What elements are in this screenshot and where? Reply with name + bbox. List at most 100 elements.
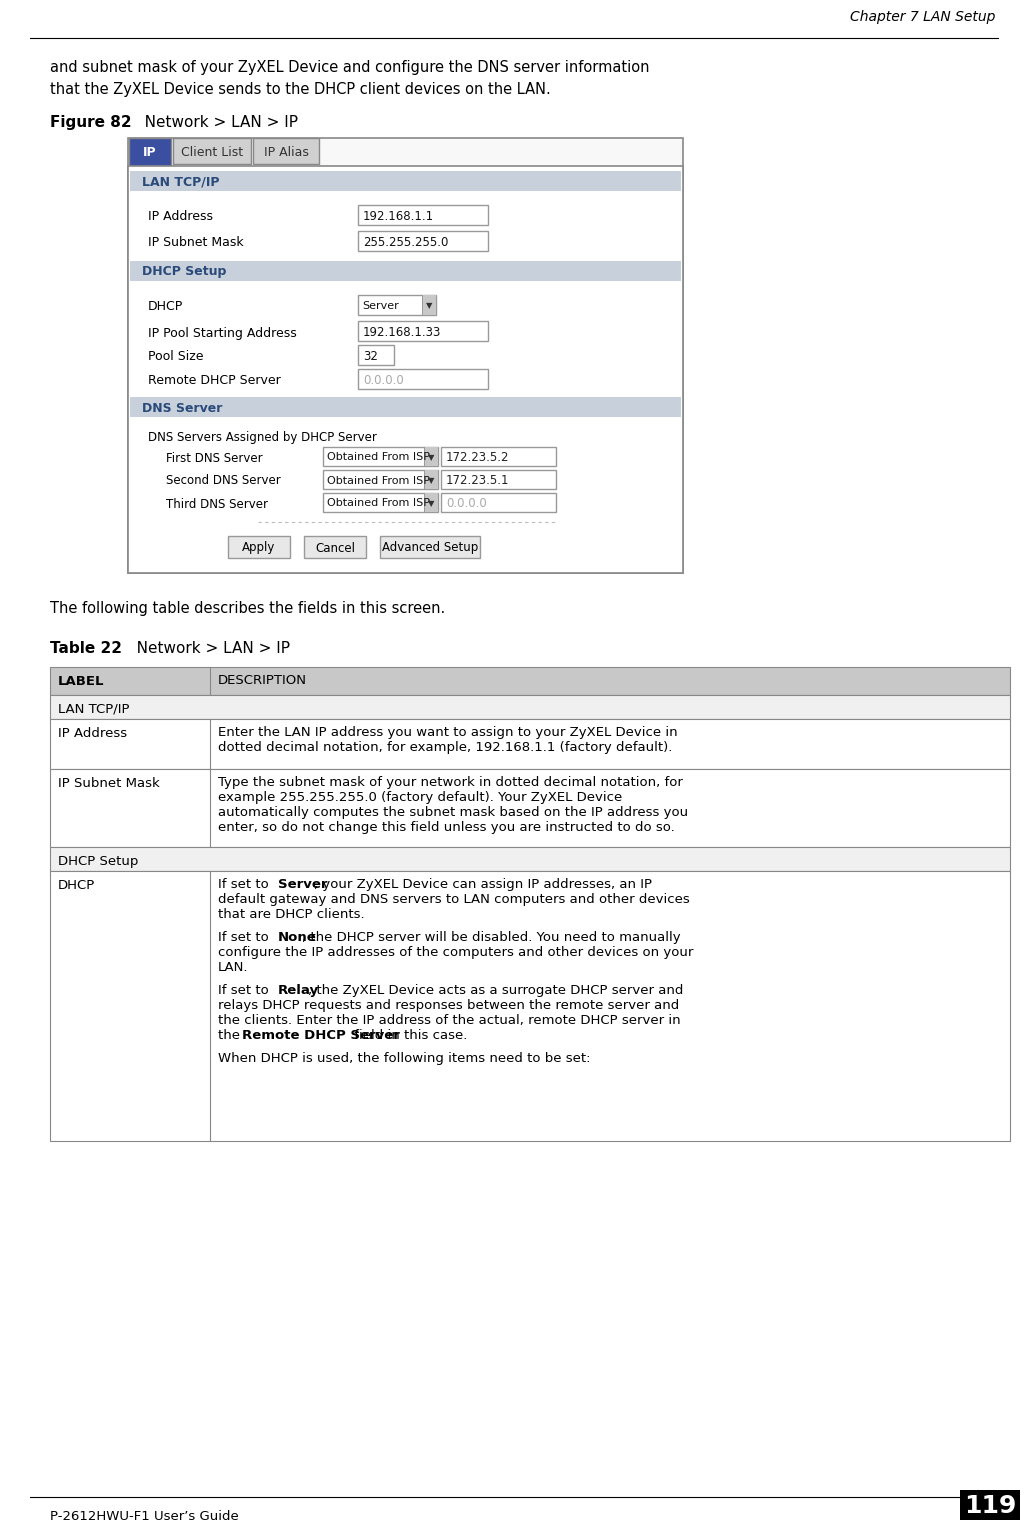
Text: IP Subnet Mask: IP Subnet Mask: [58, 777, 159, 789]
Text: the: the: [218, 1029, 245, 1042]
Text: LAN.: LAN.: [218, 962, 249, 974]
Text: ▼: ▼: [428, 475, 434, 485]
Text: IP Pool Starting Address: IP Pool Starting Address: [148, 326, 297, 340]
Text: IP Address: IP Address: [58, 727, 127, 741]
Bar: [304, 536, 366, 558]
Bar: [130, 396, 681, 418]
Bar: [358, 232, 488, 251]
Bar: [424, 492, 438, 512]
Text: IP Alias: IP Alias: [263, 145, 308, 158]
Text: Client List: Client List: [181, 145, 243, 158]
Bar: [228, 536, 290, 558]
Text: P-2612HWU-F1 User’s Guide: P-2612HWU-F1 User’s Guide: [50, 1510, 238, 1522]
Text: , the DHCP server will be disabled. You need to manually: , the DHCP server will be disabled. You …: [302, 931, 681, 943]
Text: Obtained From ISP: Obtained From ISP: [327, 498, 430, 509]
Text: 119: 119: [964, 1494, 1017, 1518]
Text: LAN TCP/IP: LAN TCP/IP: [142, 175, 220, 189]
Bar: [130, 171, 681, 190]
Text: If set to: If set to: [218, 878, 273, 892]
Text: If set to: If set to: [218, 931, 273, 943]
Text: Table 22: Table 22: [50, 642, 122, 655]
Bar: [423, 296, 436, 315]
Text: IP: IP: [143, 146, 157, 160]
Bar: [50, 770, 1009, 847]
Text: 0.0.0.0: 0.0.0.0: [446, 497, 486, 511]
Bar: [424, 447, 438, 466]
Bar: [253, 139, 319, 165]
Text: 192.168.1.1: 192.168.1.1: [363, 209, 434, 223]
Text: DHCP Setup: DHCP Setup: [142, 265, 226, 279]
Text: LABEL: LABEL: [58, 675, 105, 687]
Text: field in this case.: field in this case.: [350, 1029, 468, 1042]
Bar: [323, 469, 438, 489]
Text: DNS Server: DNS Server: [142, 401, 222, 415]
Text: First DNS Server: First DNS Server: [166, 451, 262, 465]
Text: Network > LAN > IP: Network > LAN > IP: [130, 114, 298, 130]
Bar: [323, 492, 438, 512]
Bar: [441, 469, 556, 489]
Bar: [50, 668, 1009, 695]
Text: 172.23.5.1: 172.23.5.1: [446, 474, 510, 488]
Bar: [128, 139, 683, 573]
Text: Network > LAN > IP: Network > LAN > IP: [122, 642, 290, 655]
Text: relays DHCP requests and responses between the remote server and: relays DHCP requests and responses betwe…: [218, 1000, 680, 1012]
Bar: [323, 447, 438, 466]
Text: that the ZyXEL Device sends to the DHCP client devices on the LAN.: that the ZyXEL Device sends to the DHCP …: [50, 82, 551, 98]
Text: If set to: If set to: [218, 985, 273, 997]
Bar: [441, 447, 556, 466]
Text: IP Subnet Mask: IP Subnet Mask: [148, 236, 244, 250]
Text: configure the IP addresses of the computers and other devices on your: configure the IP addresses of the comput…: [218, 946, 693, 959]
Bar: [358, 344, 394, 366]
Text: Type the subnet mask of your network in dotted decimal notation, for
example 255: Type the subnet mask of your network in …: [218, 776, 688, 834]
Bar: [358, 296, 436, 315]
Text: ▼: ▼: [426, 302, 432, 311]
Bar: [50, 719, 1009, 770]
Text: ▼: ▼: [428, 498, 434, 507]
Text: Cancel: Cancel: [315, 541, 355, 555]
Bar: [50, 847, 1009, 872]
Text: Chapter 7 LAN Setup: Chapter 7 LAN Setup: [849, 11, 995, 24]
Text: , the ZyXEL Device acts as a surrogate DHCP server and: , the ZyXEL Device acts as a surrogate D…: [308, 985, 684, 997]
Text: Advanced Setup: Advanced Setup: [381, 541, 478, 555]
Text: DNS Servers Assigned by DHCP Server: DNS Servers Assigned by DHCP Server: [148, 430, 377, 443]
Text: 255.255.255.0: 255.255.255.0: [363, 236, 448, 248]
Text: Server: Server: [362, 302, 399, 311]
Bar: [358, 206, 488, 226]
Bar: [424, 469, 438, 489]
Text: Second DNS Server: Second DNS Server: [166, 474, 281, 488]
Text: Pool Size: Pool Size: [148, 351, 204, 364]
Text: DHCP: DHCP: [148, 300, 183, 314]
Text: Enter the LAN IP address you want to assign to your ZyXEL Device in
dotted decim: Enter the LAN IP address you want to ass…: [218, 725, 677, 754]
Text: When DHCP is used, the following items need to be set:: When DHCP is used, the following items n…: [218, 1052, 590, 1065]
Text: default gateway and DNS servers to LAN computers and other devices: default gateway and DNS servers to LAN c…: [218, 893, 690, 905]
Text: The following table describes the fields in this screen.: The following table describes the fields…: [50, 600, 445, 616]
Text: Server: Server: [278, 878, 328, 892]
Bar: [128, 166, 683, 573]
Text: and subnet mask of your ZyXEL Device and configure the DNS server information: and subnet mask of your ZyXEL Device and…: [50, 59, 650, 75]
Text: Apply: Apply: [243, 541, 276, 555]
Bar: [50, 695, 1009, 719]
Text: DHCP Setup: DHCP Setup: [58, 855, 139, 869]
Bar: [380, 536, 480, 558]
Text: DESCRIPTION: DESCRIPTION: [218, 674, 307, 687]
Text: 172.23.5.2: 172.23.5.2: [446, 451, 510, 463]
Text: IP Address: IP Address: [148, 210, 213, 224]
Text: , your ZyXEL Device can assign IP addresses, an IP: , your ZyXEL Device can assign IP addres…: [314, 878, 652, 892]
Text: ▼: ▼: [428, 453, 434, 462]
Bar: [358, 369, 488, 389]
Text: Obtained From ISP: Obtained From ISP: [327, 475, 430, 486]
Text: that are DHCP clients.: that are DHCP clients.: [218, 908, 365, 920]
Text: DHCP: DHCP: [58, 879, 96, 892]
Bar: [358, 322, 488, 341]
Text: LAN TCP/IP: LAN TCP/IP: [58, 703, 130, 716]
Text: 0.0.0.0: 0.0.0.0: [363, 373, 404, 387]
Bar: [960, 1490, 1020, 1519]
Text: Obtained From ISP: Obtained From ISP: [327, 453, 430, 462]
Text: None: None: [278, 931, 317, 943]
Bar: [128, 139, 171, 166]
Text: 32: 32: [363, 349, 378, 363]
Text: 192.168.1.33: 192.168.1.33: [363, 326, 441, 338]
Text: Remote DHCP Server: Remote DHCP Server: [148, 375, 281, 387]
Text: Figure 82: Figure 82: [50, 114, 132, 130]
Text: Remote DHCP Server: Remote DHCP Server: [242, 1029, 400, 1042]
